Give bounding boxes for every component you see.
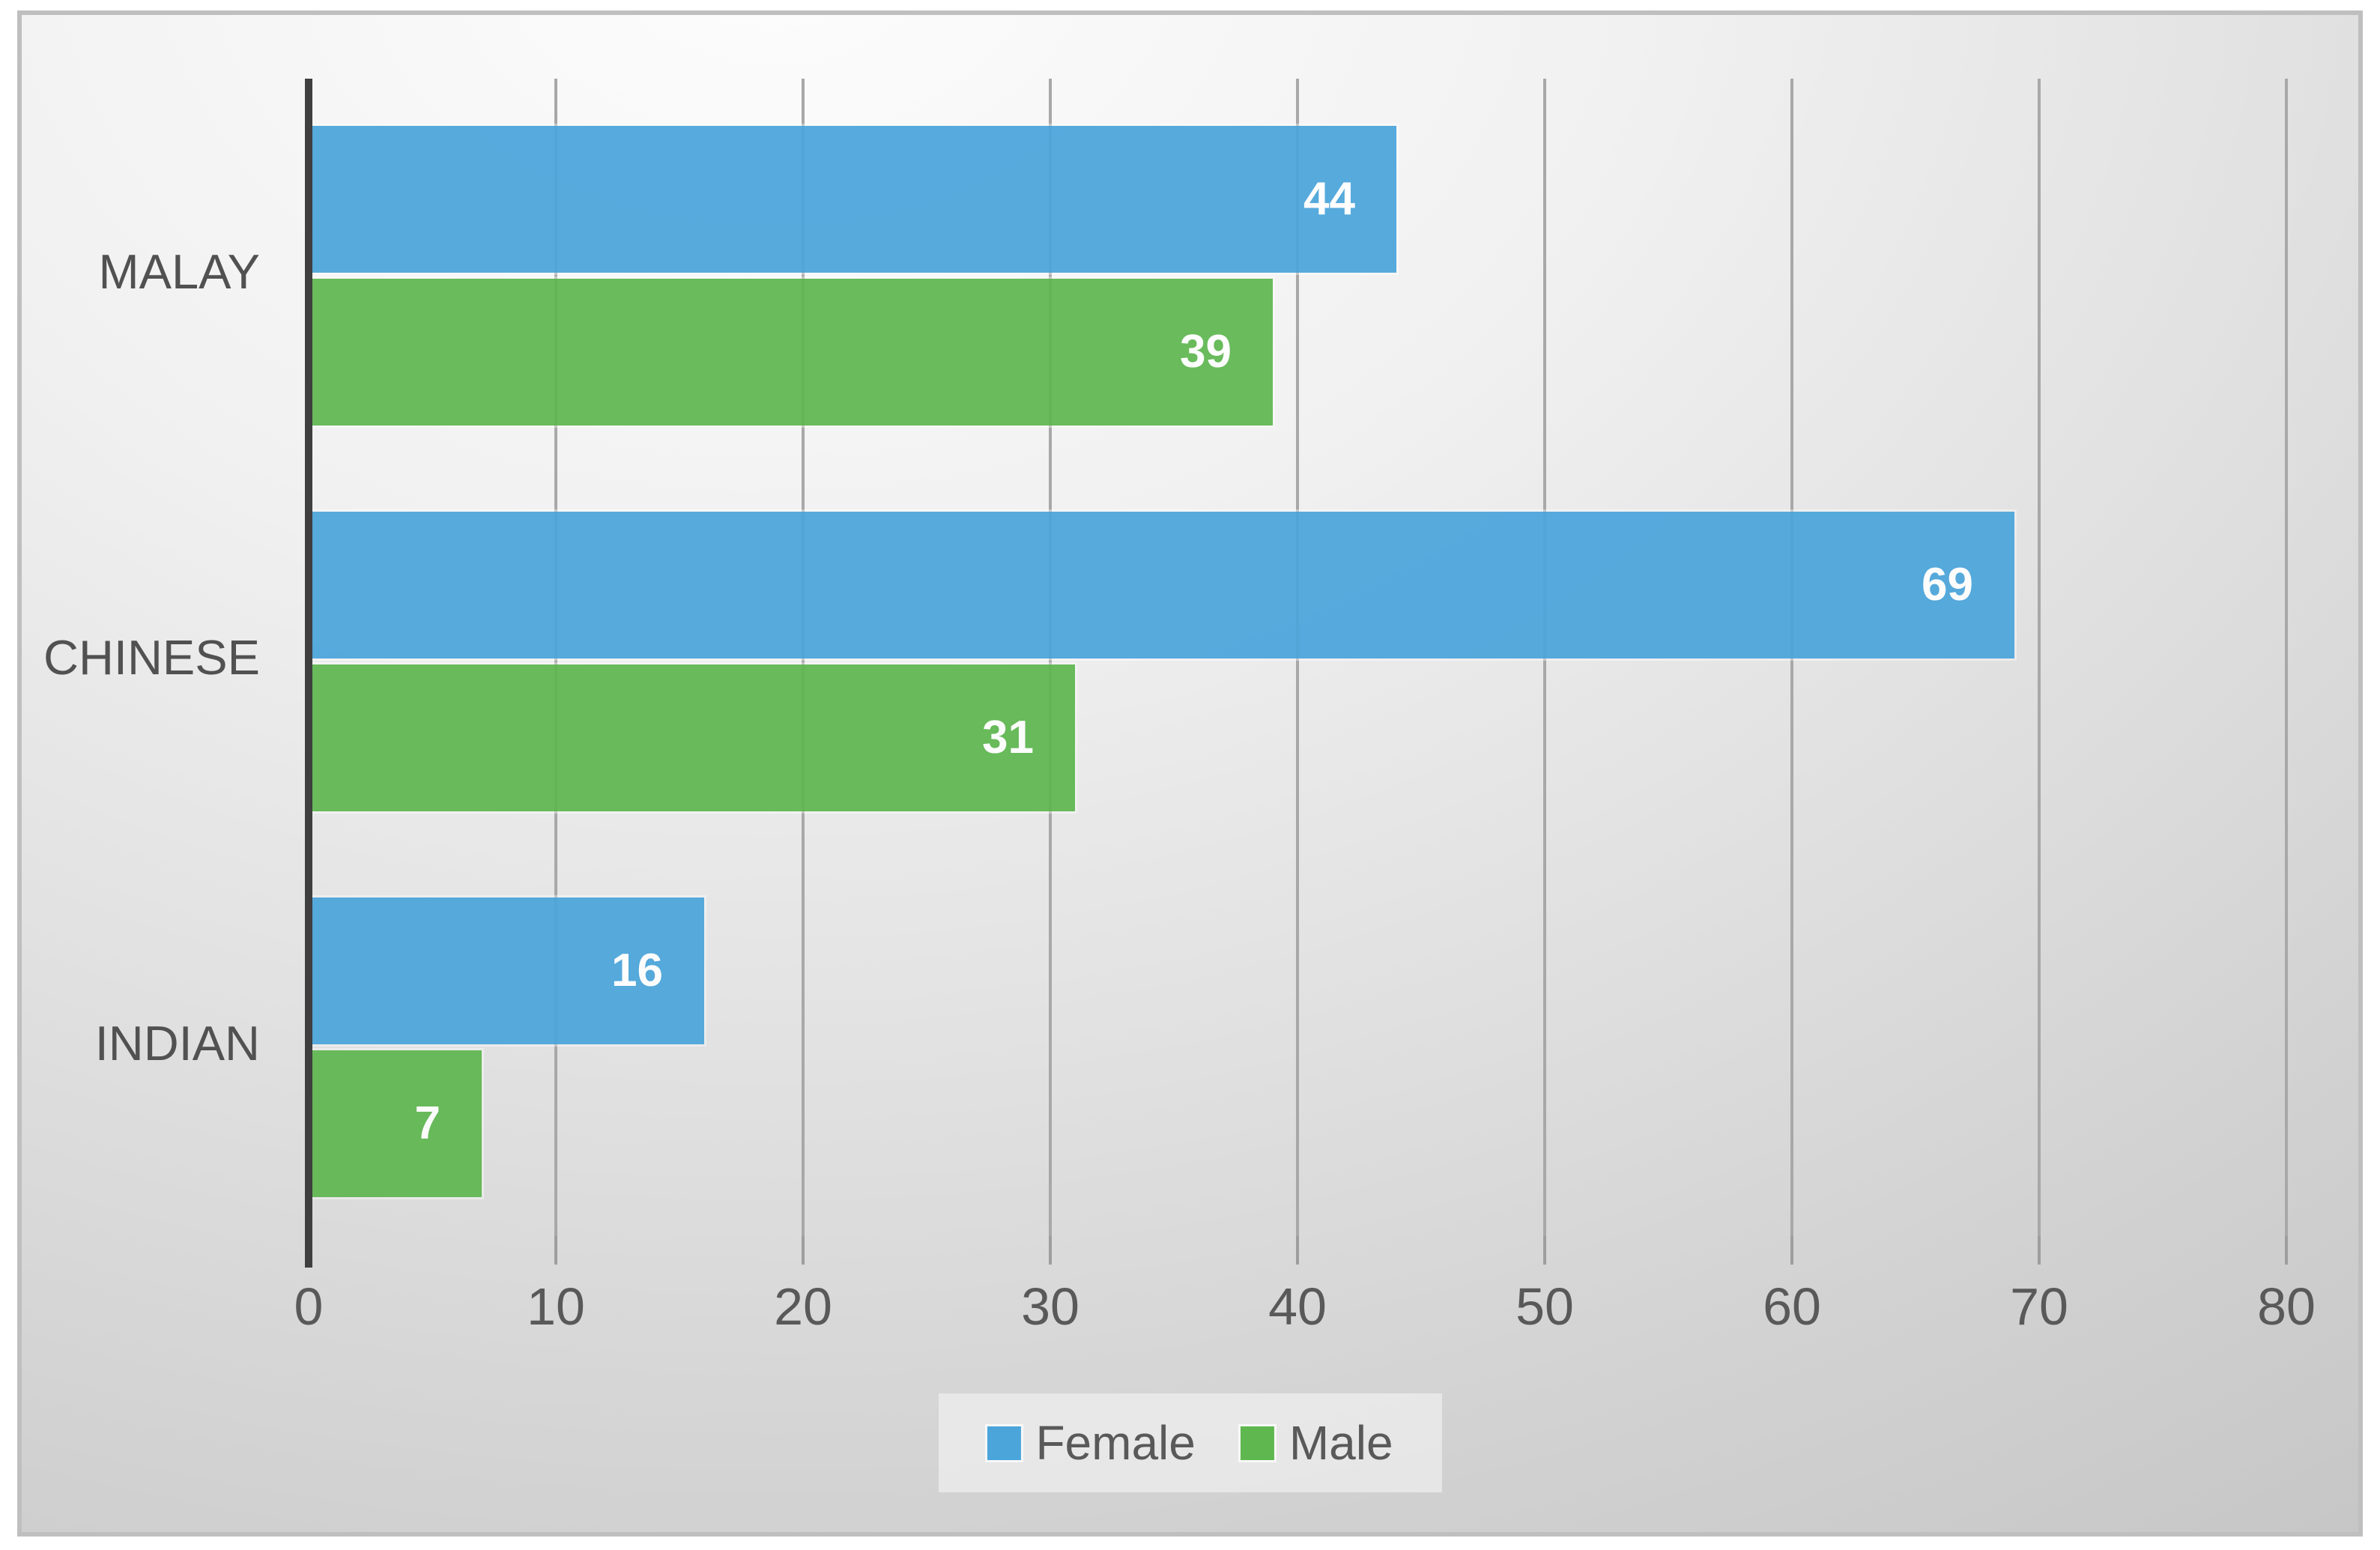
- x-axis-tick-mark: [1296, 1236, 1299, 1265]
- x-axis-tick-mark: [2038, 1236, 2041, 1265]
- x-axis-tick-mark: [2285, 1236, 2288, 1265]
- category-label-malay: MALAY: [98, 244, 260, 299]
- category-label-indian: INDIAN: [94, 1016, 260, 1071]
- bar-value-label: 31: [982, 712, 1034, 763]
- bar-value-label: 7: [414, 1098, 440, 1149]
- x-axis-tick-label: 30: [1021, 1277, 1080, 1336]
- x-axis-tick-label: 50: [1515, 1277, 1574, 1336]
- legend-swatch-male: [1240, 1426, 1274, 1460]
- legend-label: Female: [1035, 1416, 1196, 1470]
- x-axis-tick-mark: [554, 1236, 557, 1265]
- bar-value-label: 16: [611, 945, 663, 996]
- x-axis-tick-mark: [1543, 1236, 1546, 1265]
- plot-area: 0 10 20 30 40 50 60 70 80 MALAY 44 39 CHINESE 69 31 IND…: [22, 15, 2358, 1532]
- gridline: [2285, 79, 2288, 1236]
- legend-item-male: Male: [1240, 1416, 1393, 1470]
- bar-female-malay: 44: [312, 126, 1396, 273]
- bar-male-indian: 7: [312, 1050, 482, 1197]
- bar-value-label: 39: [1180, 326, 1232, 378]
- x-axis-tick-label: 20: [774, 1277, 832, 1336]
- bar-male-malay: 39: [312, 279, 1273, 426]
- chart-frame: 0 10 20 30 40 50 60 70 80 MALAY 44 39 CHINESE 69 31 IND…: [17, 10, 2363, 1537]
- x-axis-tick-label: 80: [2257, 1277, 2316, 1336]
- x-axis-tick-mark: [1049, 1236, 1052, 1265]
- y-axis-line: [305, 79, 312, 1268]
- x-axis-tick-mark: [1790, 1236, 1793, 1265]
- legend-swatch-female: [987, 1426, 1021, 1460]
- x-axis-tick-label: 10: [527, 1277, 585, 1336]
- legend: Female Male: [938, 1393, 1442, 1492]
- x-axis-tick-label: 70: [2010, 1277, 2068, 1336]
- x-axis-tick-mark: [802, 1236, 805, 1265]
- bar-male-chinese: 31: [312, 664, 1075, 811]
- legend-item-female: Female: [987, 1416, 1196, 1470]
- x-axis-tick-label: 60: [1763, 1277, 1821, 1336]
- bar-value-label: 44: [1303, 173, 1355, 225]
- x-axis-tick-label: 40: [1268, 1277, 1327, 1336]
- x-axis-tick-label: 0: [294, 1277, 324, 1336]
- bar-value-label: 69: [1922, 559, 1973, 611]
- bar-female-chinese: 69: [312, 512, 2014, 659]
- gridline: [2038, 79, 2041, 1236]
- category-label-chinese: CHINESE: [43, 630, 260, 685]
- legend-label: Male: [1289, 1416, 1393, 1470]
- bar-female-indian: 16: [312, 897, 704, 1044]
